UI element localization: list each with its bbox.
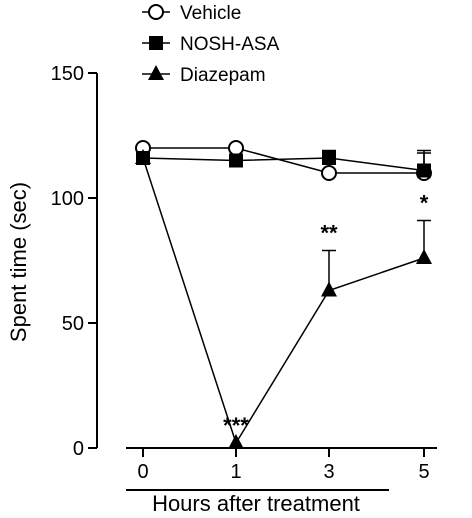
point-vehicle-3 — [321, 165, 337, 181]
legend-item-diazepam: Diazepam — [142, 65, 266, 86]
significance-label-1: *** — [223, 413, 249, 438]
x-tick-label-0: 0 — [137, 461, 148, 483]
x-tick-label-1: 1 — [230, 461, 241, 483]
series-line-vehicle — [143, 147, 424, 174]
legend-marker-vehicle — [148, 4, 164, 20]
significance-label-5: * — [420, 191, 429, 216]
point-diazepam-0 — [135, 149, 151, 164]
y-axis-title: Spent time (sec) — [6, 182, 31, 342]
point-diazepam-1 — [228, 434, 244, 449]
point-nosh-asa-3 — [322, 151, 336, 165]
legend-marker-diazepam — [148, 65, 164, 80]
y-tick-label-100: 100 — [51, 188, 84, 210]
legend-item-vehicle: Vehicle — [142, 3, 241, 24]
series-line-nosh-asa — [142, 157, 425, 172]
series-layer — [135, 140, 432, 449]
y-tick-label-0: 0 — [73, 438, 84, 460]
series-diazepam — [142, 157, 431, 445]
legend-item-nosh-asa: NOSH-ASA — [142, 34, 280, 55]
axes: 0 50 100 150 0 1 3 5 — [51, 63, 437, 491]
legend-label-nosh-asa: NOSH-ASA — [180, 34, 280, 55]
x-tick-label-3: 3 — [323, 461, 334, 483]
point-diazepam-3 — [321, 281, 337, 297]
series-nosh-asa — [142, 149, 431, 172]
y-tick-label-150: 150 — [51, 63, 84, 85]
point-vehicle-1 — [228, 140, 244, 156]
markers-vehicle — [135, 140, 432, 181]
significance-label-3: ** — [320, 221, 338, 246]
point-nosh-asa-5 — [417, 163, 431, 178]
series-vehicle — [143, 147, 431, 174]
x-axis-title: Hours after treatment — [152, 491, 360, 516]
point-diazepam-5 — [416, 249, 432, 264]
y-tick-label-50: 50 — [62, 313, 84, 335]
legend-marker-nosh-asa — [149, 36, 163, 50]
point-nosh-asa-1 — [229, 153, 243, 168]
series-line-diazepam — [142, 157, 425, 445]
legend-label-vehicle: Vehicle — [180, 3, 241, 24]
markers-diazepam — [135, 149, 432, 449]
annotations: ****** — [223, 191, 429, 439]
legend: Vehicle NOSH-ASA Diazepam — [142, 3, 280, 86]
legend-label-diazepam: Diazepam — [180, 65, 266, 86]
x-tick-label-5: 5 — [418, 461, 429, 483]
